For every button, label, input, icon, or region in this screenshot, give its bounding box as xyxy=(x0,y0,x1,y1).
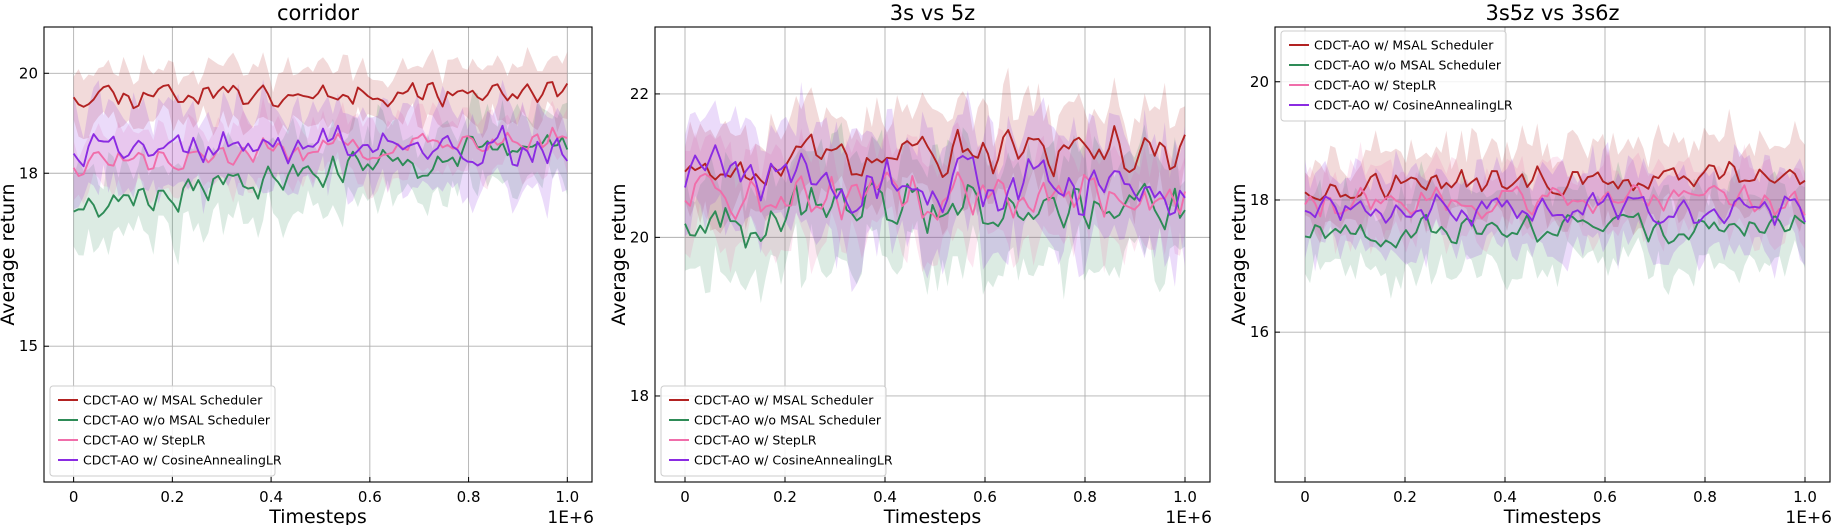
series-band xyxy=(685,122,1185,275)
y-tick-label: 16 xyxy=(1250,323,1269,341)
x-tick-label: 0.4 xyxy=(259,488,283,506)
x-tick-label: 0 xyxy=(69,488,79,506)
legend-entry: CDCT-AO w/o MSAL Scheduler xyxy=(83,413,271,428)
legend-entry: CDCT-AO w/ StepLR xyxy=(83,433,206,448)
y-tick-label: 18 xyxy=(1250,191,1269,209)
series-line xyxy=(72,81,569,110)
panel-title: 3s vs 5z xyxy=(890,1,975,25)
legend: CDCT-AO w/ MSAL Scheduler CDCT-AO w/o MSA… xyxy=(1280,30,1513,122)
x-tick-label: 1.0 xyxy=(555,488,579,506)
series-band xyxy=(73,47,568,140)
y-axis-label: Average return xyxy=(1228,183,1250,325)
legend-box xyxy=(1280,30,1507,122)
series-line xyxy=(1304,160,1806,202)
legend: CDCT-AO w/ MSAL Scheduler CDCT-AO w/o MSA… xyxy=(49,385,282,477)
x-tick-label: 0.8 xyxy=(457,488,481,506)
x-tick-label: 0 xyxy=(680,488,690,506)
legend-box xyxy=(49,385,276,477)
legend-entry: CDCT-AO w/ CosineAnnealingLR xyxy=(694,453,893,468)
series-band xyxy=(685,82,1185,293)
x-tick-label: 0.6 xyxy=(973,488,997,506)
x-axis-label: Timesteps xyxy=(883,506,982,525)
legend-entry: CDCT-AO w/o MSAL Scheduler xyxy=(1314,58,1502,73)
series-band xyxy=(1305,108,1805,245)
x-tick-label: 0.2 xyxy=(1393,488,1417,506)
x-tick-label: 0.6 xyxy=(358,488,382,506)
y-tick-label: 20 xyxy=(1250,73,1269,91)
legend-entry: CDCT-AO w/ MSAL Scheduler xyxy=(694,393,874,408)
series-band xyxy=(73,79,568,219)
x-exponent-label: 1E+6 xyxy=(1165,508,1212,525)
legend-entry: CDCT-AO w/ CosineAnnealingLR xyxy=(1314,98,1513,113)
x-axis-label: Timesteps xyxy=(1503,506,1602,525)
y-tick-label: 18 xyxy=(630,387,649,405)
panel-2: 0 0.2 0.4 0.6 0.8 1.0 18 20 22 3s vs 5z Timesteps A… xyxy=(608,1,1212,525)
x-tick-label: 0.8 xyxy=(1073,488,1097,506)
series-line xyxy=(684,144,1186,216)
series-band xyxy=(73,95,568,206)
legend: CDCT-AO w/ MSAL Scheduler CDCT-AO w/o MSA… xyxy=(660,385,893,477)
legend-entry: CDCT-AO w/ CosineAnnealingLR xyxy=(83,453,282,468)
y-tick-label: 18 xyxy=(19,164,38,182)
plot-frame xyxy=(43,26,593,483)
legend-box xyxy=(660,385,887,477)
series-line xyxy=(73,134,569,218)
plot-frame xyxy=(1274,26,1831,483)
series-line xyxy=(1304,184,1806,220)
plot-frame xyxy=(654,26,1211,483)
x-tick-label: 1.0 xyxy=(1793,488,1817,506)
series-line xyxy=(72,124,569,168)
x-tick-label: 0.2 xyxy=(773,488,797,506)
y-axis-label: Average return xyxy=(0,183,19,325)
x-tick-label: 0.8 xyxy=(1693,488,1717,506)
y-tick-label: 20 xyxy=(630,228,649,246)
x-tick-label: 0.4 xyxy=(873,488,897,506)
panel-1: 0 0.2 0.4 0.6 0.8 1.0 15 18 20 corridor Timesteps A… xyxy=(0,1,594,525)
legend-entry: CDCT-AO w/ MSAL Scheduler xyxy=(83,393,263,408)
legend-entry: CDCT-AO w/ MSAL Scheduler xyxy=(1314,38,1494,53)
series-line xyxy=(1304,212,1806,249)
series-line xyxy=(1304,191,1806,227)
x-exponent-label: 1E+6 xyxy=(547,508,594,525)
x-exponent-label: 1E+6 xyxy=(1785,508,1832,525)
x-tick-label: 1.0 xyxy=(1173,488,1197,506)
series-band xyxy=(1305,161,1805,299)
series-band xyxy=(1305,141,1805,279)
legend-entry: CDCT-AO w/o MSAL Scheduler xyxy=(694,413,882,428)
series-band xyxy=(685,67,1185,236)
series-band xyxy=(73,92,568,266)
y-tick-label: 22 xyxy=(630,85,649,103)
panel-title: corridor xyxy=(277,1,359,25)
x-tick-label: 0.6 xyxy=(1593,488,1617,506)
series-line xyxy=(684,171,1186,221)
x-tick-label: 0.4 xyxy=(1493,488,1517,506)
y-tick-label: 15 xyxy=(19,337,38,355)
x-axis-label: Timesteps xyxy=(268,506,367,525)
panel-3: 0 0.2 0.4 0.6 0.8 1.0 16 18 20 3s5z vs 3s6z Timest… xyxy=(1228,1,1832,525)
y-axis-label: Average return xyxy=(608,183,630,325)
panel-title: 3s5z vs 3s6z xyxy=(1485,1,1619,25)
y-tick-label: 20 xyxy=(19,64,38,82)
x-tick-label: 0.2 xyxy=(160,488,184,506)
x-tick-label: 0 xyxy=(1300,488,1310,506)
legend-entry: CDCT-AO w/ StepLR xyxy=(694,433,817,448)
legend-entry: CDCT-AO w/ StepLR xyxy=(1314,78,1437,93)
